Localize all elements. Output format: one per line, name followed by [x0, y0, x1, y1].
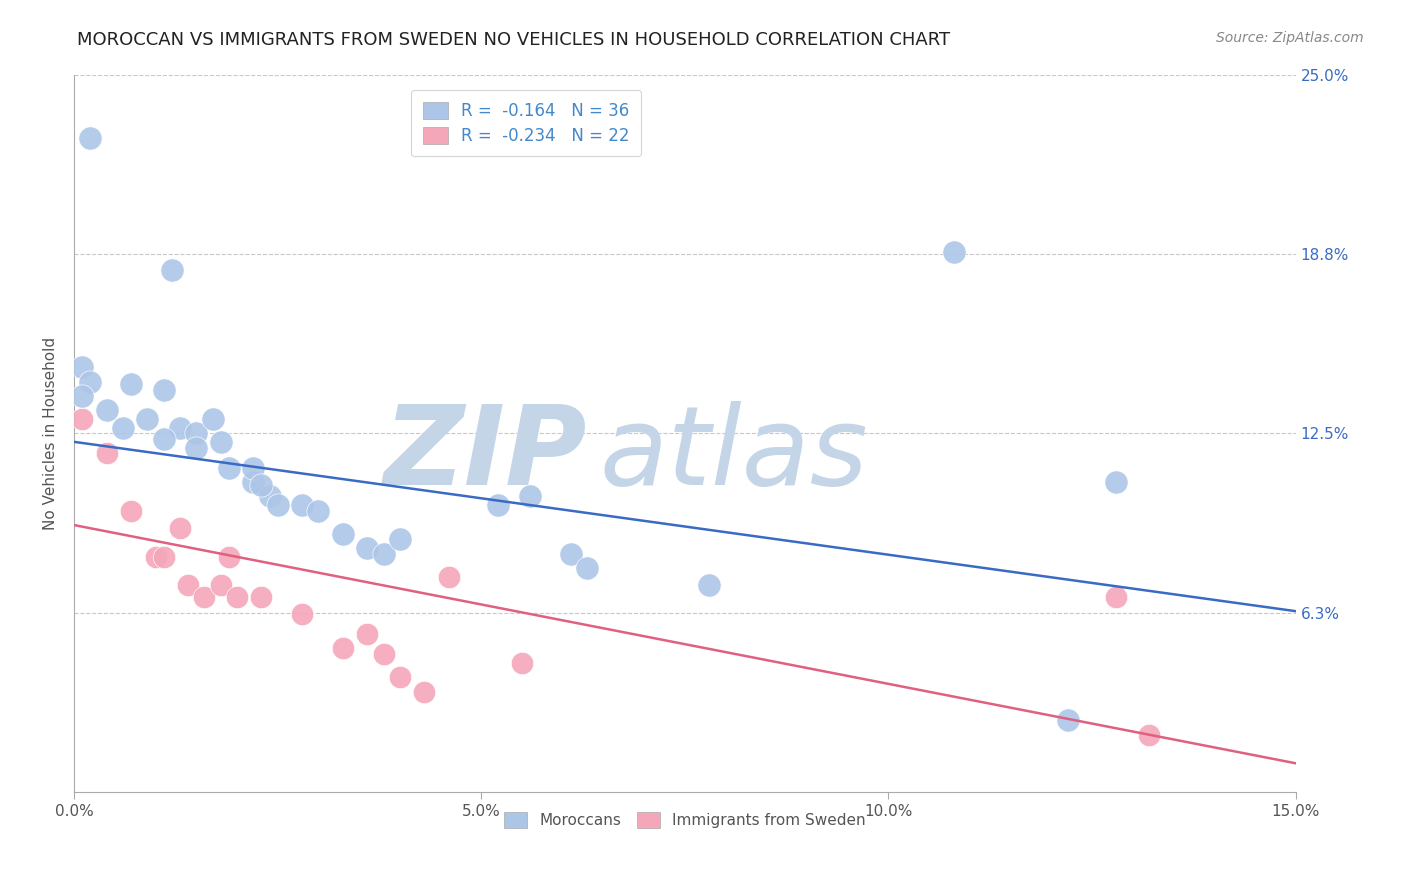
Point [413, 684, 436, 698]
Point [209, 578, 232, 592]
Legend: Moroccans, Immigrants from Sweden: Moroccans, Immigrants from Sweden [498, 806, 872, 835]
Point [307, 504, 329, 518]
Point [510, 656, 533, 670]
Point [152, 432, 174, 446]
Point [373, 647, 395, 661]
Point [160, 262, 183, 277]
Point [697, 578, 720, 592]
Point [209, 434, 232, 449]
Point [218, 549, 240, 564]
Point [1105, 475, 1128, 489]
Text: Source: ZipAtlas.com: Source: ZipAtlas.com [1216, 31, 1364, 45]
Point [259, 489, 281, 503]
Point [250, 590, 273, 604]
Point [120, 377, 142, 392]
Point [145, 549, 167, 564]
Y-axis label: No Vehicles in Household: No Vehicles in Household [44, 336, 58, 530]
Point [186, 426, 208, 441]
Point [942, 245, 965, 260]
Point [169, 420, 191, 434]
Point [242, 475, 264, 489]
Point [226, 590, 249, 604]
Point [1105, 590, 1128, 604]
Point [96, 403, 118, 417]
Point [332, 641, 354, 656]
Point [1056, 713, 1078, 727]
Point [356, 627, 378, 641]
Point [486, 498, 509, 512]
Point [291, 607, 314, 621]
Point [218, 460, 240, 475]
Point [79, 375, 101, 389]
Point [373, 547, 395, 561]
Point [186, 441, 208, 455]
Point [70, 389, 93, 403]
Point [291, 498, 314, 512]
Point [169, 521, 191, 535]
Text: ZIP: ZIP [384, 401, 588, 508]
Point [519, 489, 541, 503]
Point [136, 412, 159, 426]
Point [79, 130, 101, 145]
Point [96, 446, 118, 460]
Point [70, 360, 93, 375]
Point [388, 533, 411, 547]
Point [242, 460, 264, 475]
Point [120, 504, 142, 518]
Point [201, 412, 224, 426]
Point [152, 549, 174, 564]
Point [266, 498, 288, 512]
Text: atlas: atlas [599, 401, 868, 508]
Point [193, 590, 215, 604]
Point [560, 547, 582, 561]
Point [356, 541, 378, 555]
Text: MOROCCAN VS IMMIGRANTS FROM SWEDEN NO VEHICLES IN HOUSEHOLD CORRELATION CHART: MOROCCAN VS IMMIGRANTS FROM SWEDEN NO VE… [77, 31, 950, 49]
Point [111, 420, 134, 434]
Point [70, 412, 93, 426]
Point [437, 570, 460, 584]
Point [1137, 728, 1160, 742]
Point [388, 670, 411, 684]
Point [250, 478, 273, 492]
Point [177, 578, 200, 592]
Point [576, 561, 599, 575]
Point [152, 383, 174, 397]
Point [332, 526, 354, 541]
